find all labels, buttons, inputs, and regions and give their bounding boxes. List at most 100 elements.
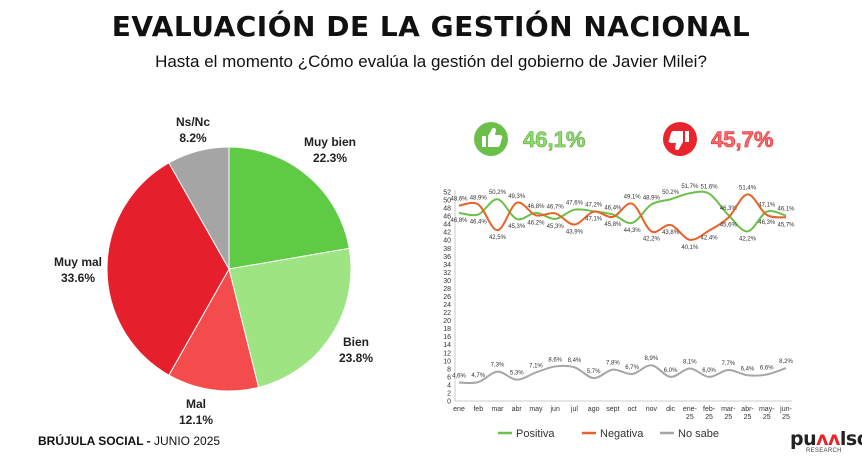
pulso-logo: puʌʌlso RESEARCH (790, 428, 862, 458)
x-tick-label: ene-25 (683, 406, 698, 421)
data-label: 8,1% (683, 359, 697, 365)
data-label: 51,7% (681, 184, 699, 190)
y-tick-label: 28 (443, 286, 451, 293)
data-label: 46,3% (720, 206, 738, 212)
data-label: 6,6% (760, 365, 774, 371)
data-label: 8,4% (568, 358, 582, 364)
y-tick-label: 10 (443, 358, 451, 365)
pie-value-label: 12.1% (179, 413, 213, 427)
data-label: 46,8% (527, 204, 545, 210)
x-tick-label: jun-25 (779, 406, 792, 421)
data-label: 45,8% (604, 222, 622, 228)
positive-highlight: 46,1% (474, 122, 586, 156)
legend-label: No sabe (678, 428, 719, 440)
y-tick-label: 34 (443, 262, 451, 269)
data-label: 44,3% (624, 228, 642, 234)
pie-value-label: 33.6% (61, 271, 95, 285)
data-label: 6,0% (664, 368, 678, 374)
y-tick-label: 36 (443, 254, 451, 261)
x-tick-label: ene (453, 406, 465, 413)
data-label: 46,1% (777, 207, 795, 213)
page-title: EVALUACIÓN DE LA GESTIÓN NACIONAL (111, 10, 751, 43)
logo-word-em: ʌʌ (816, 428, 840, 450)
pie-value-label: 8.2% (179, 131, 207, 145)
data-label: 48,6% (450, 197, 468, 203)
data-label: 7,8% (606, 361, 620, 367)
data-label: 47,1% (758, 203, 776, 209)
data-label: 43,9% (566, 230, 584, 236)
x-tick-label: nov (646, 406, 658, 413)
data-label: 5,3% (510, 371, 524, 377)
data-label: 46,7% (547, 204, 565, 210)
y-tick-label: 12 (443, 350, 451, 357)
y-tick-label: 26 (443, 294, 451, 301)
data-label: 43,8% (662, 230, 680, 236)
data-label: 42,5% (489, 235, 507, 241)
x-tick-label: feb (473, 406, 483, 413)
y-tick-label: 50 (443, 198, 451, 205)
x-tick-label: mar (491, 406, 504, 413)
y-tick-label: 18 (443, 326, 451, 333)
y-tick-label: 22 (443, 310, 451, 317)
data-label: 7,1% (529, 363, 543, 369)
data-label: 46,4% (604, 206, 622, 212)
y-tick-label: 52 (443, 190, 451, 197)
data-label: 46,3% (758, 220, 776, 226)
positive-value: 46,1% (523, 127, 585, 152)
series-line-positiva (458, 190, 787, 233)
data-label: 4,7% (471, 373, 485, 379)
data-label: 46,4% (470, 220, 488, 226)
data-label: 48,9% (470, 195, 488, 201)
data-label: 45,6% (720, 223, 738, 229)
pie-slice-ns-nc (168, 146, 230, 271)
data-label: 6,4% (741, 366, 755, 372)
y-tick-label: 38 (443, 246, 451, 253)
y-tick-label: 0 (447, 399, 451, 406)
thumbs-down-icon (663, 122, 697, 156)
data-label: 8,2% (779, 359, 793, 365)
x-tick-label: mar-25 (721, 406, 736, 421)
y-tick-label: 32 (443, 270, 451, 277)
y-tick-label: 6 (447, 374, 451, 381)
logo-sub: RESEARCH (806, 448, 842, 454)
pie-label: Muy bien (304, 135, 356, 149)
thumbs-up-icon (474, 122, 508, 156)
data-label: 51,4% (739, 185, 757, 191)
data-label: 7,3% (491, 363, 505, 369)
y-tick-label: 44 (443, 222, 451, 229)
data-label: 47,6% (566, 201, 584, 207)
negative-highlight: 45,7% (663, 122, 774, 156)
source-date: JUNIO 2025 (154, 434, 221, 448)
data-label: 50,2% (662, 190, 680, 196)
data-label: 8,6% (548, 357, 562, 363)
data-label: 7,7% (721, 361, 735, 367)
y-tick-label: 40 (443, 238, 451, 245)
series-line-negativa (458, 193, 787, 241)
data-label: 51,6% (701, 185, 719, 191)
y-tick-label: 2 (447, 390, 451, 397)
y-tick-label: 14 (443, 342, 451, 349)
x-tick-label: may-25 (759, 406, 775, 421)
series-line-no-sabe (458, 364, 787, 385)
data-label: 49,3% (508, 194, 526, 200)
data-label: 46,8% (450, 218, 468, 224)
x-tick-label: ago (588, 406, 600, 413)
y-tick-label: 48 (443, 206, 451, 213)
data-label: 42,2% (643, 236, 661, 242)
pie-slice-muy-bien (228, 146, 350, 270)
logo-word-b: lso (839, 428, 862, 450)
data-label: 42,2% (739, 236, 757, 242)
data-label: 4,6% (452, 374, 466, 380)
x-tick-label: feb-25 (703, 406, 716, 421)
x-tick-label: dic (666, 406, 675, 413)
source-bold: BRÚJULA SOCIAL - (38, 434, 155, 448)
y-tick-label: 20 (443, 318, 451, 325)
data-label: 5,7% (587, 369, 601, 375)
x-tick-label: abr-25 (741, 406, 754, 421)
pie-label: Bien (343, 335, 369, 349)
data-label: 48,9% (643, 195, 661, 201)
legend-label: Negativa (600, 428, 644, 440)
page-subtitle: Hasta el momento ¿Cómo evalúa la gestión… (155, 52, 707, 71)
logo-word-a: pu (790, 428, 817, 450)
pie-slice-mal (168, 267, 260, 392)
